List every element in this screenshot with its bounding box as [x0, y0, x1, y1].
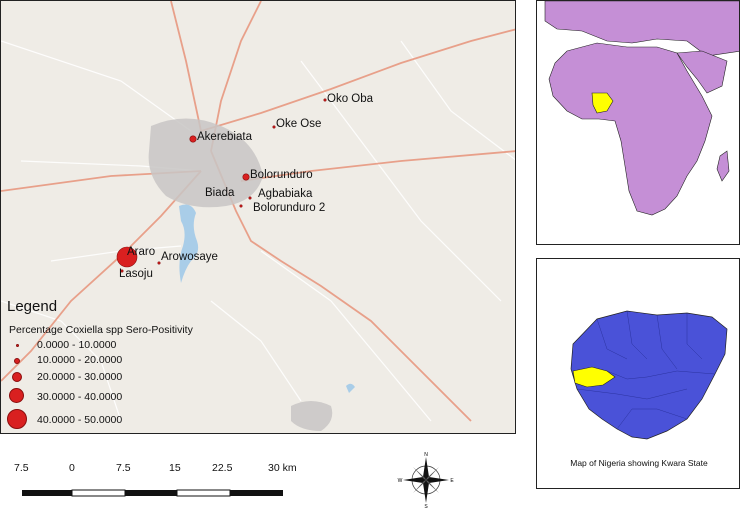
main-map: Oko Oba Oke Ose Akerebiata Bolorunduro B…: [0, 0, 516, 434]
scale-tick-4: 22.5: [212, 462, 233, 474]
basemap: [1, 1, 515, 431]
inset-nigeria: Map of Nigeria showing Kwara State: [536, 258, 740, 489]
scale-tick-3: 15: [169, 462, 181, 474]
marker-oko-oba[interactable]: [323, 98, 327, 102]
legend-title: Legend: [7, 298, 58, 315]
urban-area-south: [291, 401, 333, 431]
legend-label-5: 40.0000 - 50.0000: [37, 414, 123, 426]
nigeria-shape: [570, 310, 728, 440]
urban-area-ilorin: [148, 118, 263, 208]
legend-item-class-2: 10.0000 - 20.0000: [1, 354, 191, 374]
marker-araro[interactable]: [116, 246, 138, 268]
compass-rose-icon: N S E W: [398, 452, 455, 509]
scale-seg-1: [22, 490, 72, 496]
africa-map: [544, 1, 739, 216]
scale-tick-0: 7.5: [14, 462, 29, 474]
legend-symbol-2: [14, 358, 20, 364]
europe-shape: [544, 1, 739, 57]
madagascar-shape: [716, 150, 730, 182]
legend-label-2: 10.0000 - 20.0000: [37, 354, 123, 366]
site-label-biada: Biada: [205, 187, 235, 199]
marker-arowosaye[interactable]: [157, 261, 161, 265]
marker-agbabiaka[interactable]: [248, 196, 252, 200]
legend-label-3: 20.0000 - 30.0000: [37, 371, 123, 383]
scale-seg-5: [230, 490, 283, 496]
scale-tick-2: 7.5: [116, 462, 131, 474]
kwara-state-highlight: [572, 366, 616, 388]
minor-roads: [1, 40, 515, 422]
legend-label-4: 30.0000 - 40.0000: [37, 391, 123, 403]
main-roads: [1, 1, 515, 422]
site-label-bolorunduro: Bolorunduro: [250, 169, 313, 181]
marker-bolorunduro[interactable]: [242, 173, 250, 181]
site-label-akerebiata: Akerebiata: [197, 131, 252, 143]
site-label-araro: Araro: [127, 246, 156, 258]
north-arrow-compass: N S E W: [397, 451, 455, 509]
africa-shape: [548, 42, 713, 216]
scale-seg-3: [125, 490, 177, 496]
pond: [346, 383, 355, 393]
legend-symbol-4: [9, 388, 24, 403]
legend-subtitle: Percentage Coxiella spp Sero-Positivity: [9, 324, 193, 336]
nigeria-highlight: [591, 92, 614, 114]
reservoir: [179, 204, 199, 283]
site-label-agbabiaka: Agbabiaka: [258, 188, 313, 200]
inset-nigeria-caption: Map of Nigeria showing Kwara State: [570, 458, 708, 468]
compass-w: W: [398, 478, 403, 484]
scale-seg-4: [176, 489, 231, 497]
legend-symbol-3: [12, 372, 22, 382]
site-markers: [116, 98, 327, 273]
compass-n: N: [424, 452, 428, 458]
scale-bar-graphic: [22, 489, 283, 497]
marker-oke-ose[interactable]: [272, 125, 276, 129]
site-label-lasoju: Lasoju: [119, 268, 153, 280]
legend-item-class-1: 0.0000 - 10.0000: [1, 339, 191, 359]
compass-s: S: [424, 504, 428, 509]
site-label-arowosaye: Arowosaye: [161, 251, 218, 263]
nigeria-map: [570, 310, 728, 440]
scale-bar: 7.5 0 7.5 15 22.5 30 km: [0, 462, 340, 502]
scale-tick-1: 0: [69, 462, 75, 474]
scale-seg-2: [71, 489, 126, 497]
site-label-bolorunduro-2: Bolorunduro 2: [253, 202, 326, 214]
inset-africa: [536, 0, 740, 245]
legend-item-class-5: 40.0000 - 50.0000: [1, 409, 191, 429]
site-label-oko-oba: Oko Oba: [327, 93, 374, 105]
legend-label-1: 0.0000 - 10.0000: [37, 339, 117, 351]
compass-e: E: [450, 478, 454, 484]
legend-item-class-4: 30.0000 - 40.0000: [1, 388, 191, 408]
marker-akerebiata[interactable]: [189, 135, 197, 143]
marker-bolorunduro-2[interactable]: [239, 204, 243, 208]
arabia-shape: [676, 50, 728, 94]
legend-item-class-3: 20.0000 - 30.0000: [1, 370, 191, 390]
scale-tick-5: 30 km: [268, 462, 297, 474]
site-label-oke-ose: Oke Ose: [276, 118, 322, 130]
legend-symbol-1: [16, 344, 19, 347]
marker-lasoju[interactable]: [120, 269, 124, 273]
state-boundaries: [576, 310, 716, 430]
legend-symbol-5: [7, 409, 27, 429]
